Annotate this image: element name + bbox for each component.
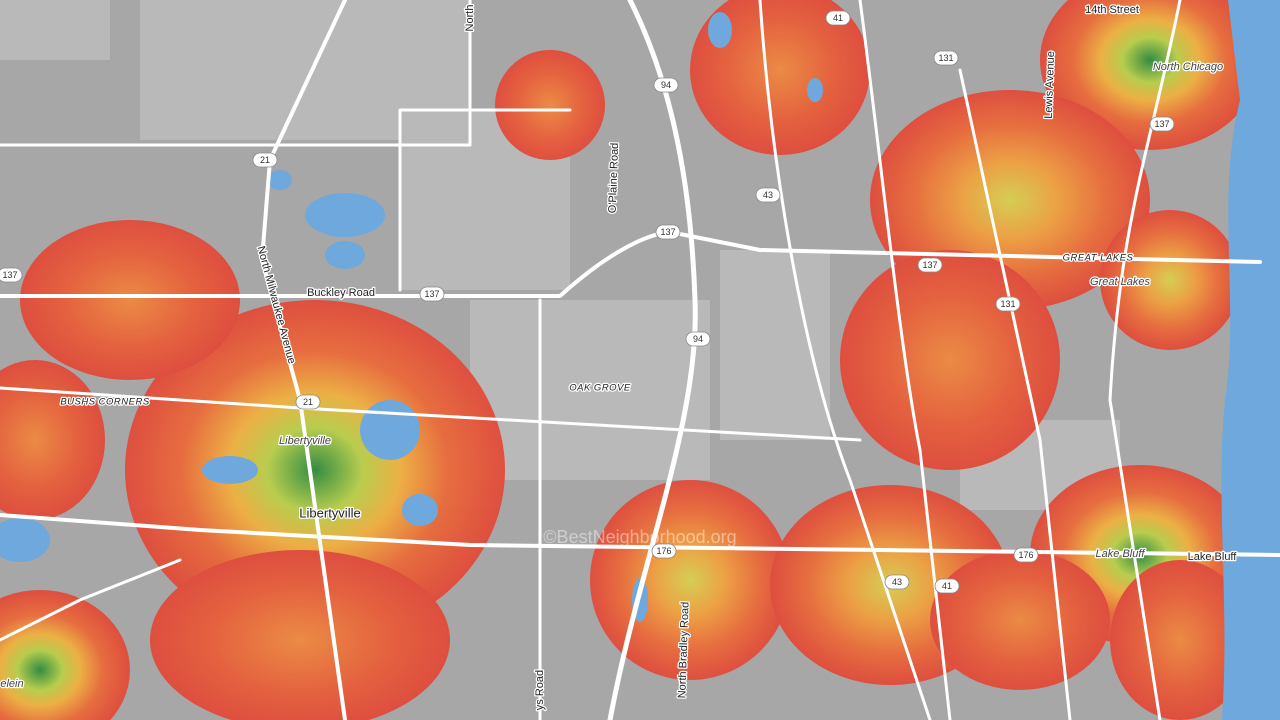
- shield-badge: [653, 77, 679, 93]
- road-label: Lewis Avenue: [1043, 51, 1057, 119]
- shield-badge: [755, 187, 781, 203]
- heat-blob: [1110, 560, 1250, 720]
- shield-badge: [917, 257, 943, 273]
- shield-label: 137: [1154, 119, 1169, 129]
- shield-label: 41: [833, 13, 843, 23]
- shield-badge: [295, 394, 321, 410]
- place-label: Libertyville: [279, 435, 331, 447]
- heat-blob: [590, 480, 790, 680]
- road-label: Buckley Road: [307, 287, 375, 299]
- heat-blob: [690, 0, 870, 155]
- heat-blob: [1100, 210, 1240, 350]
- place-label: elein: [0, 678, 23, 690]
- shield-badge: [933, 50, 959, 66]
- route-shield: 137: [655, 224, 681, 240]
- labels: 14th Street North Chicago Lewis Avenue N…: [0, 3, 1239, 712]
- shield-badge: [651, 543, 677, 559]
- shield-badge: [1149, 116, 1175, 132]
- road-label: North: [464, 5, 476, 32]
- route-shield: 176: [651, 543, 677, 559]
- shield-badge: [655, 224, 681, 240]
- shield-badge: [934, 578, 960, 594]
- route-shield: 137: [0, 267, 23, 283]
- shield-label: 137: [922, 260, 937, 270]
- route-shield: 43: [884, 574, 910, 590]
- place-label: Lake Bluff: [1188, 551, 1238, 563]
- shield-label: 176: [656, 546, 671, 556]
- shield-label: 94: [693, 334, 703, 344]
- route-shield: 131: [933, 50, 959, 66]
- shield-badge: [884, 574, 910, 590]
- shield-badge: [1013, 547, 1039, 563]
- heat-blob: [495, 50, 605, 160]
- watermark: ©BestNeighborhood.org: [543, 527, 736, 547]
- shield-label: 131: [938, 53, 953, 63]
- route-shield: 41: [934, 578, 960, 594]
- shield-label: 43: [763, 190, 773, 200]
- shield-label: 176: [1018, 550, 1033, 560]
- shield-label: 21: [260, 155, 270, 165]
- route-shield: 131: [995, 296, 1021, 312]
- route-shield: 21: [252, 152, 278, 168]
- shield-badge: [419, 286, 445, 302]
- shield-label: 137: [660, 227, 675, 237]
- place-label: OAK GROVE: [569, 383, 631, 394]
- shield-label: 43: [892, 577, 902, 587]
- heat-blob: [125, 300, 505, 640]
- heat-blob: [840, 250, 1060, 470]
- heat-blob: [150, 550, 450, 720]
- place-label: BUSHS CORNERS: [60, 397, 150, 408]
- route-shield: 137: [1149, 116, 1175, 132]
- heat-blob: [0, 360, 105, 520]
- place-label: GREAT LAKES: [1063, 253, 1134, 264]
- shield-badge: [0, 267, 23, 283]
- shield-badge: [252, 152, 278, 168]
- route-shield: 137: [917, 257, 943, 273]
- route-shield: 137: [419, 286, 445, 302]
- place-label: Libertyville: [299, 505, 360, 520]
- place-label: 14th Street: [1085, 4, 1139, 16]
- shield-badge: [825, 10, 851, 26]
- shield-label: 137: [424, 289, 439, 299]
- road-label: ys Road: [534, 670, 546, 710]
- shield-badge: [995, 296, 1021, 312]
- route-shield: 43: [755, 187, 781, 203]
- heat-blob: [1040, 0, 1260, 150]
- shield-label: 137: [2, 270, 17, 280]
- shield-badge: [685, 331, 711, 347]
- shield-label: 94: [661, 80, 671, 90]
- road-label: O'Plaine Road: [607, 143, 621, 214]
- route-shield: 41: [825, 10, 851, 26]
- route-shield: 176: [1013, 547, 1039, 563]
- shield-label: 21: [303, 397, 313, 407]
- shield-label: 41: [942, 581, 952, 591]
- route-shield: 94: [653, 77, 679, 93]
- heat-blob: [930, 550, 1110, 690]
- heat-blob: [20, 220, 240, 380]
- route-shields: 137 137 137 137 137 21 21 41 41 94 94 43 43 131 131 176…: [0, 10, 1175, 594]
- route-shield: 94: [685, 331, 711, 347]
- place-label: Lake Bluff: [1096, 548, 1146, 560]
- light-areas: [0, 0, 1120, 510]
- road-label: North Bradley Road: [676, 602, 691, 699]
- route-shield: 21: [295, 394, 321, 410]
- place-label: Great Lakes: [1090, 276, 1150, 288]
- place-label: North Chicago: [1153, 61, 1223, 73]
- shield-label: 131: [1000, 299, 1015, 309]
